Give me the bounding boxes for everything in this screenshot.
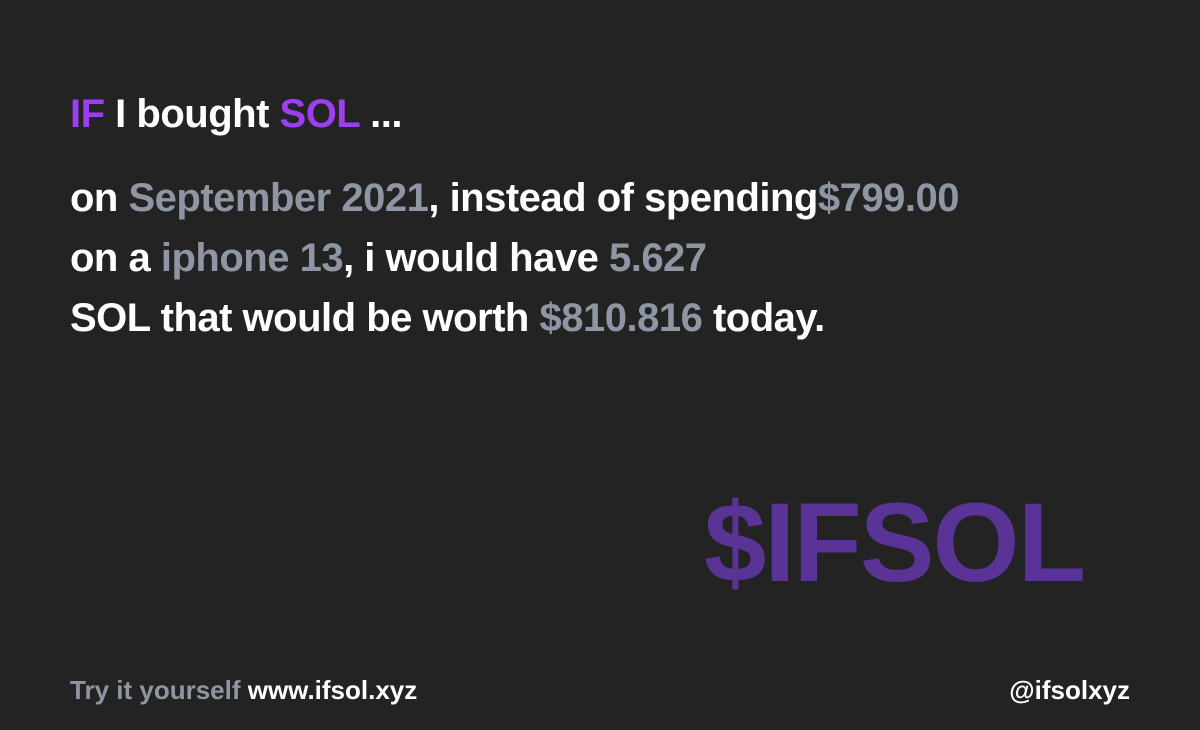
try-it-label: Try it yourself [70,675,241,705]
social-handle[interactable]: @ifsolxyz [1009,675,1130,705]
product-name: iphone 13 [160,236,344,280]
website-link[interactable]: www.ifsol.xyz [247,675,418,705]
headline-i-bought: I bought [115,92,269,136]
statement-i-would-have: , i would have [343,236,599,280]
headline-if: IF [70,92,105,136]
statement-instead-of-spending: , instead of spending [428,176,818,220]
statement-sol-worth: SOL that would be worth [70,296,529,340]
ifsol-brand-logo: $IFSOL [704,480,1086,605]
purchase-date: September 2021 [128,176,429,220]
headline-coin: SOL [279,92,361,136]
headline: IF I bought SOL ... [70,88,402,140]
statement-line-2: on a iphone 13, i would have 5.627 [70,228,959,288]
statement-today: today. [712,296,825,340]
amount-spent: $799.00 [817,176,960,220]
statement-line-3: SOL that would be worth $810.816 today. [70,288,959,348]
current-value: $810.816 [539,296,703,340]
headline-ellipsis: ... [370,92,402,136]
statement-line-1: on September 2021, instead of spending$7… [70,168,959,228]
statement: on September 2021, instead of spending$7… [70,168,959,348]
statement-on: on [70,176,118,220]
footer-cta: Try it yourself www.ifsol.xyz [70,672,417,708]
coin-amount: 5.627 [608,236,707,280]
statement-on-a: on a [70,236,151,280]
